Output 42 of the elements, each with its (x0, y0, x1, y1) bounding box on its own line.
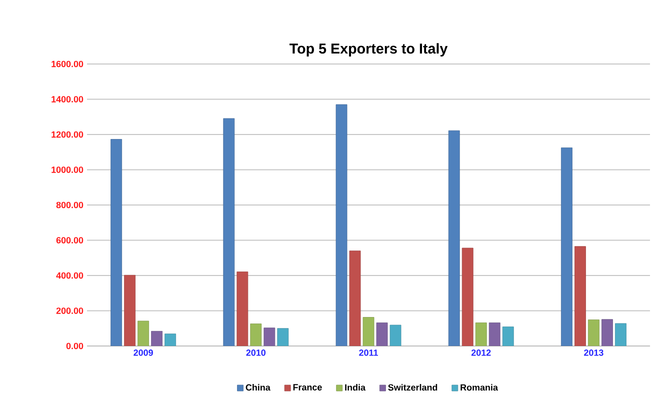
bar (615, 323, 626, 346)
legend-label: France (293, 384, 322, 390)
bar (151, 330, 163, 346)
x-tick-label: 2012 (471, 350, 491, 356)
legend-label: India (345, 384, 366, 391)
bar (250, 324, 262, 346)
bar (138, 320, 150, 346)
bar (236, 272, 248, 346)
bar (602, 319, 613, 346)
bar (588, 320, 600, 346)
y-tick-label: 800.00 (56, 202, 84, 208)
legend-label: China (246, 384, 270, 391)
x-tick-label: 2009 (134, 350, 153, 356)
x-tick-label: 2010 (246, 350, 266, 356)
bar (164, 334, 176, 346)
bar (277, 328, 289, 346)
legend-label: Romania (460, 384, 498, 391)
bar (502, 326, 514, 346)
chart-title: Top 5 Exporters to Italy (289, 43, 448, 57)
bar (124, 274, 136, 346)
y-tick-label: 0.00 (66, 342, 84, 350)
y-tick-label: 1000.00 (52, 166, 84, 173)
y-tick-label: 1200.00 (52, 131, 84, 138)
bar (110, 139, 122, 346)
bar (561, 148, 572, 346)
bar (448, 130, 460, 346)
x-tick-label: 2013 (584, 350, 604, 356)
y-tick-label: 1400.00 (52, 96, 84, 102)
y-tick-label: 200.00 (56, 308, 84, 314)
y-tick-label: 400.00 (56, 272, 84, 279)
x-tick-label: 2011 (359, 350, 378, 356)
y-tick-label: 600.00 (56, 237, 84, 244)
bar (488, 322, 500, 346)
bar (475, 322, 487, 346)
y-tick-label: 1600.00 (52, 60, 84, 68)
bar (336, 104, 348, 346)
bar (462, 248, 474, 346)
bar (574, 246, 586, 346)
legend-label: Switzerland (388, 384, 438, 391)
bar (223, 118, 235, 346)
bar (349, 250, 361, 346)
bar (264, 328, 276, 346)
